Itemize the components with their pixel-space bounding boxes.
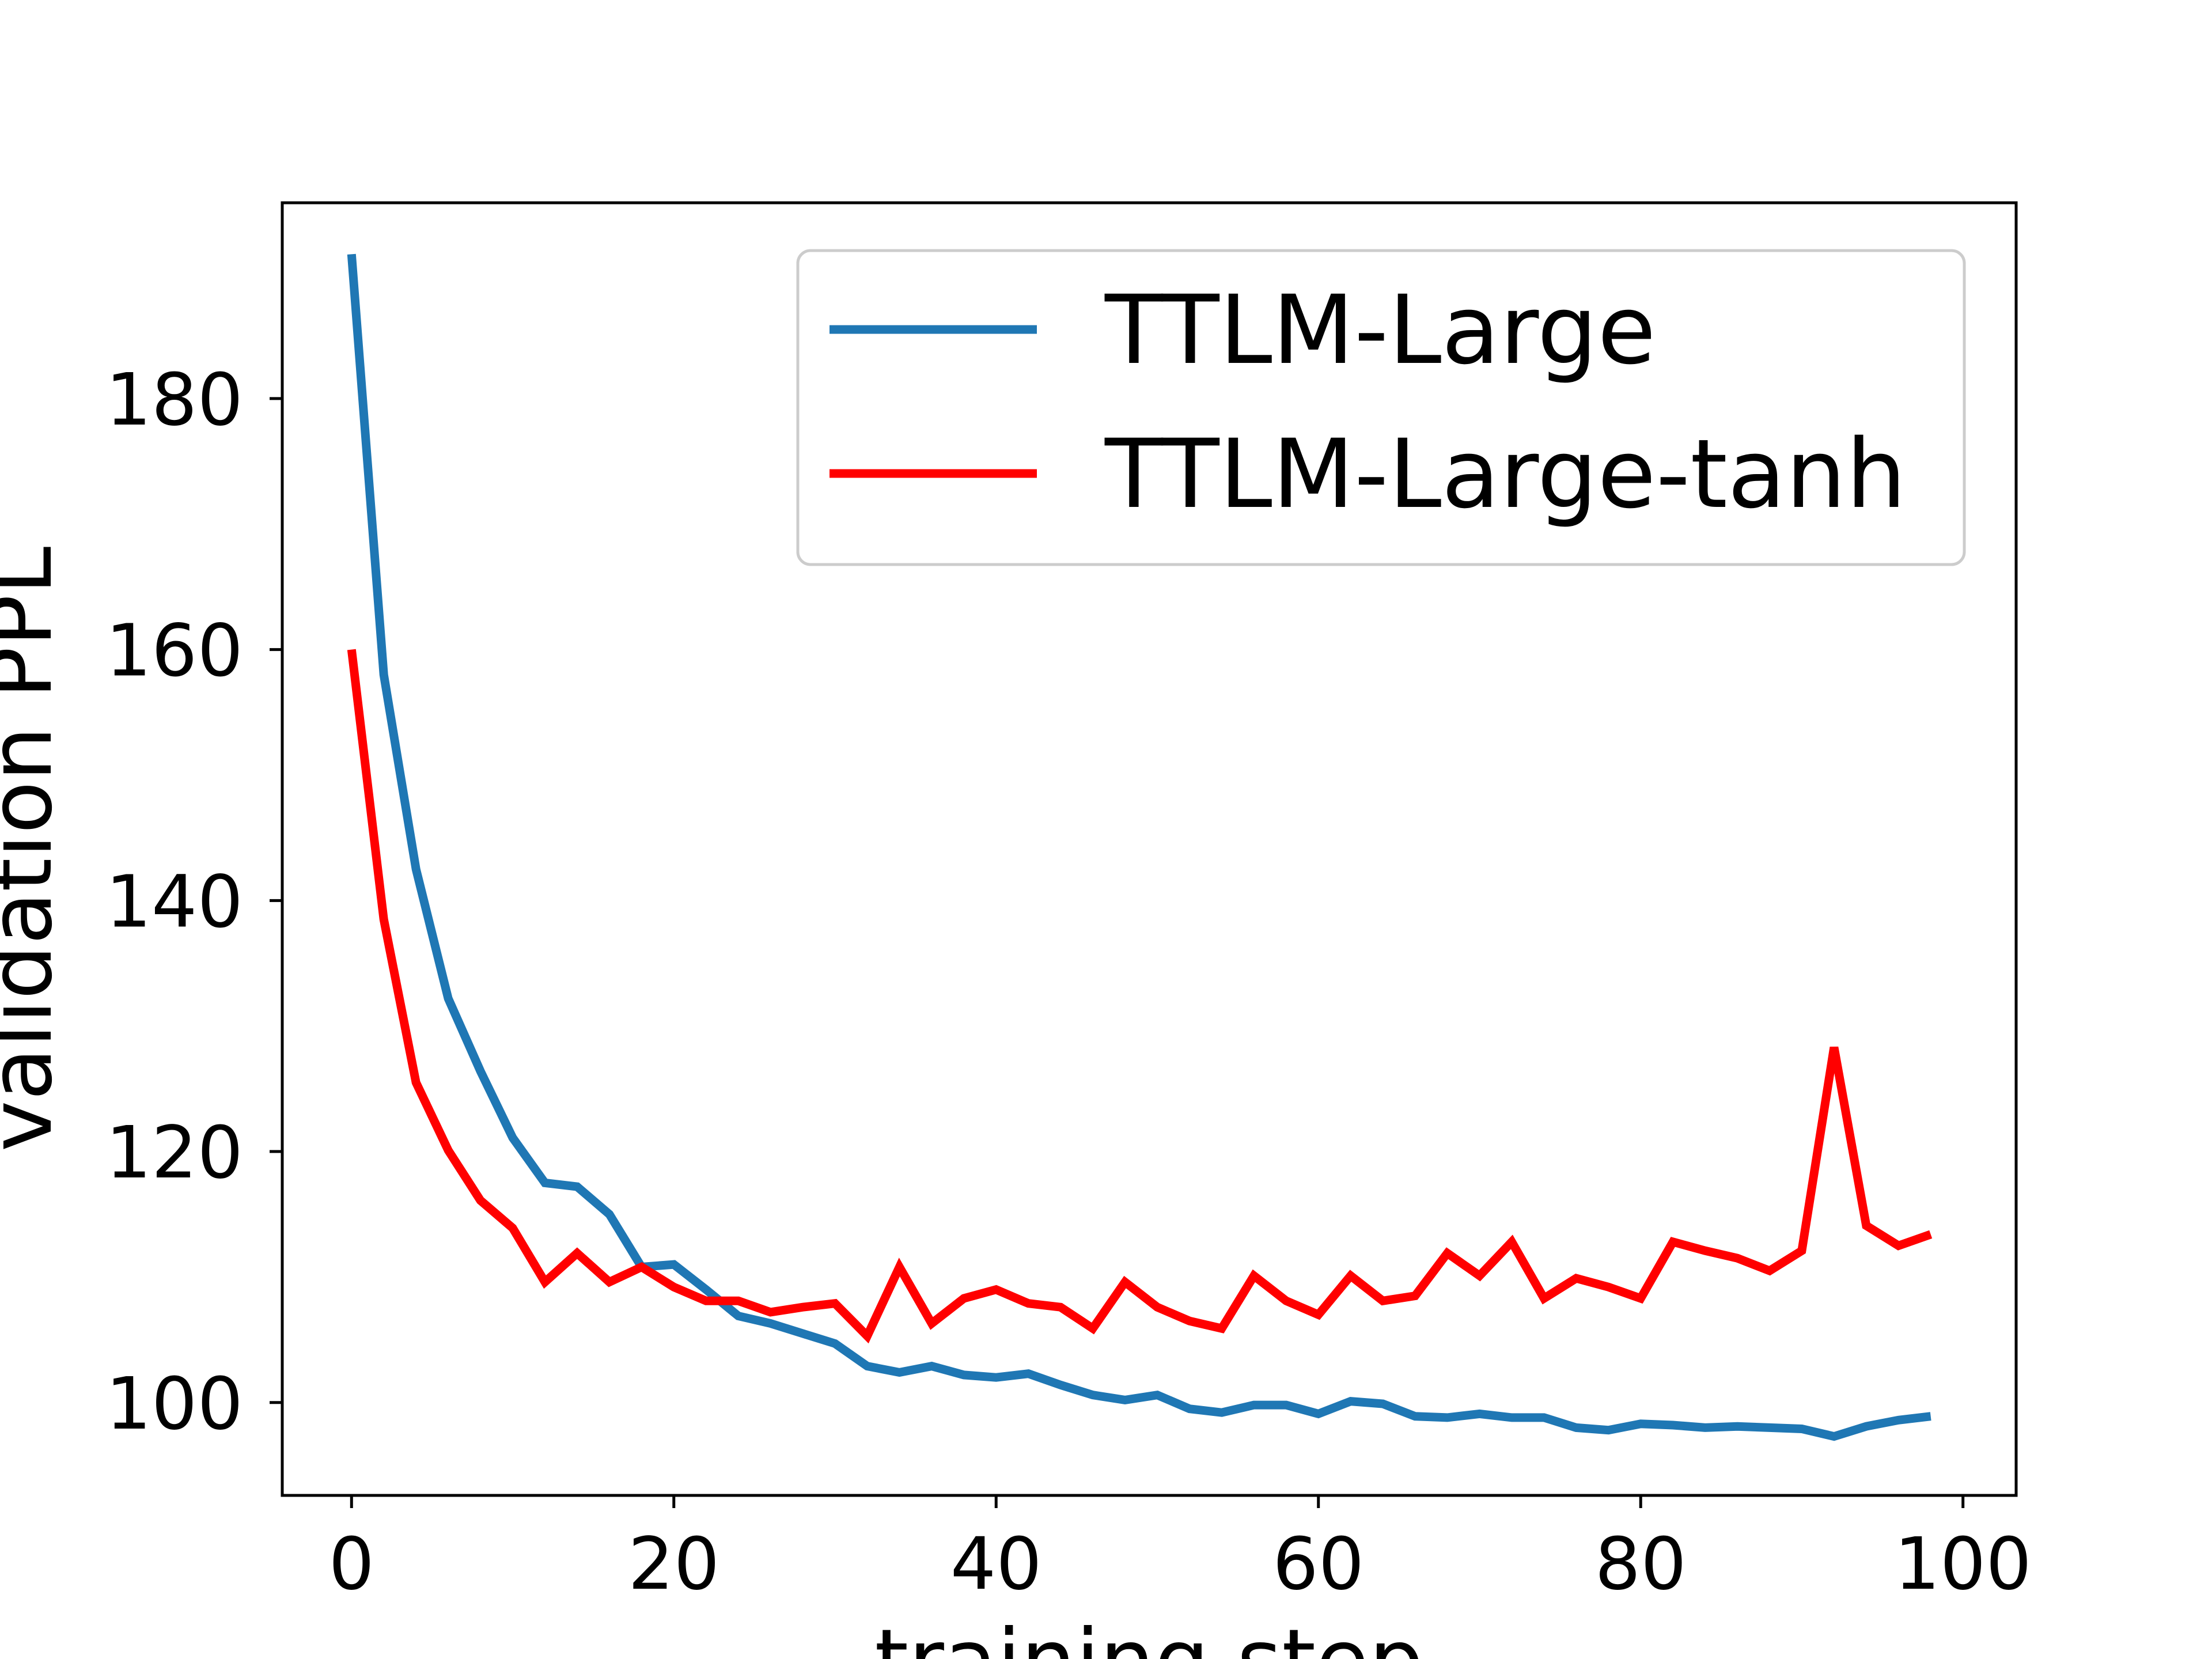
series-layer <box>347 253 1933 1441</box>
plot-frame <box>281 201 2018 1497</box>
y-tick-label: 180 <box>105 358 243 442</box>
x-tick-label: 100 <box>1894 1522 2032 1606</box>
legend: TTLM-Large TTLM-Large-tanh <box>796 249 1966 566</box>
y-tick-label: 140 <box>105 860 243 944</box>
y-tick-label: 100 <box>105 1362 243 1446</box>
legend-label-1: TTLM-Large <box>1104 275 1656 385</box>
x-tick-label: 40 <box>950 1522 1042 1606</box>
ticks-layer: 0 20 40 60 80 100 100 120 140 160 180 <box>105 358 2032 1606</box>
legend-label-2: TTLM-Large-tanh <box>1104 419 1906 529</box>
x-tick-label: 0 <box>329 1522 375 1606</box>
x-tick-label: 80 <box>1595 1522 1687 1606</box>
y-axis-label: validation PPL <box>0 547 71 1152</box>
x-tick-label: 20 <box>628 1522 719 1606</box>
x-axis-label: training step <box>874 1611 1423 1659</box>
series-line-1 <box>347 253 1931 1441</box>
y-tick-label: 120 <box>105 1111 243 1195</box>
legend-entries: TTLM-Large TTLM-Large-tanh <box>830 275 1906 529</box>
y-tick-label: 160 <box>105 609 243 693</box>
legend-box <box>796 249 1966 566</box>
series-line-2 <box>347 649 1933 1344</box>
x-tick-label: 60 <box>1272 1522 1364 1606</box>
